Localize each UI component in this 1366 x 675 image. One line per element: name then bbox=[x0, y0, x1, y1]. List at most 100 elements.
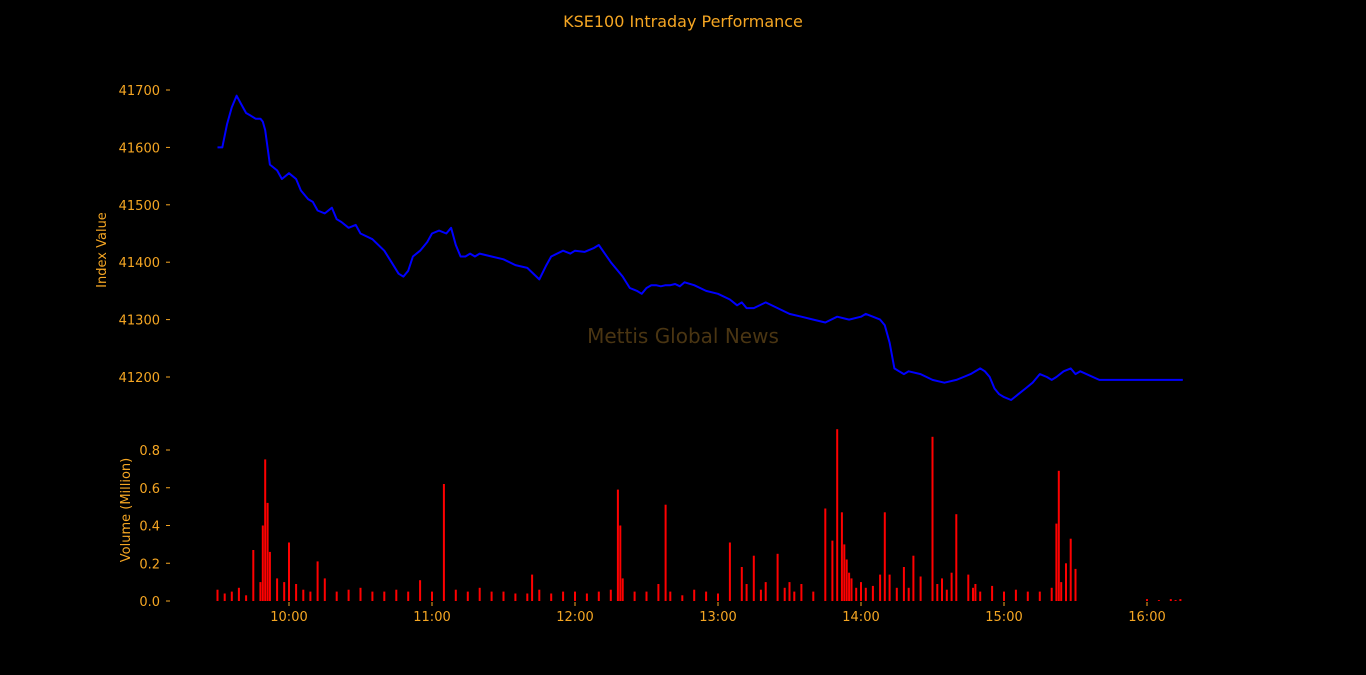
volume-bar bbox=[216, 589, 219, 601]
volume-y-tick-label: 0.2 bbox=[139, 557, 160, 572]
volume-bar bbox=[824, 508, 827, 601]
volume-bar bbox=[1157, 600, 1160, 601]
volume-bar bbox=[302, 589, 305, 601]
volume-bar bbox=[843, 544, 846, 601]
volume-bar bbox=[1055, 523, 1058, 601]
volume-bar bbox=[705, 591, 708, 601]
volume-bar bbox=[1146, 599, 1148, 601]
price-y-tick-label: 41400 bbox=[119, 256, 160, 271]
volume-bar bbox=[693, 589, 696, 601]
time-x-axis: 10:00 11:00 12:00 13:00 14:00 15:00 16:00 bbox=[270, 602, 1166, 625]
volume-bar bbox=[681, 595, 684, 601]
volume-bar bbox=[871, 585, 874, 601]
volume-bar bbox=[840, 512, 843, 601]
volume-bar bbox=[526, 593, 529, 601]
volume-bar bbox=[261, 525, 264, 601]
volume-bar bbox=[776, 553, 779, 601]
volume-bar bbox=[1050, 587, 1053, 601]
volume-bar bbox=[268, 551, 271, 601]
volume-bar bbox=[550, 593, 553, 601]
volume-bar bbox=[259, 582, 262, 601]
volume-bars bbox=[216, 429, 1182, 602]
x-tick-label: 14:00 bbox=[842, 610, 879, 625]
volume-bar bbox=[1038, 591, 1041, 601]
volume-bar bbox=[252, 550, 255, 601]
volume-bar bbox=[1065, 563, 1067, 602]
volume-bar bbox=[664, 504, 667, 601]
volume-bar bbox=[883, 512, 886, 601]
volume-bar bbox=[979, 591, 982, 601]
volume-bar bbox=[645, 591, 648, 601]
volume-bar bbox=[895, 587, 898, 601]
volume-bar bbox=[383, 591, 386, 601]
volume-bar bbox=[879, 574, 882, 601]
volume-bar bbox=[850, 578, 853, 601]
volume-bar bbox=[752, 555, 755, 601]
volume-bar bbox=[936, 584, 939, 601]
watermark: Mettis Global News bbox=[587, 324, 779, 348]
volume-bar bbox=[230, 591, 233, 601]
volume-bar bbox=[1174, 600, 1177, 601]
volume-bar bbox=[407, 591, 410, 601]
volume-bar bbox=[283, 582, 286, 601]
volume-bar bbox=[955, 514, 958, 601]
volume-bar bbox=[1069, 538, 1072, 601]
volume-bar bbox=[967, 574, 970, 601]
volume-bar bbox=[431, 591, 433, 601]
x-tick-label: 16:00 bbox=[1128, 610, 1165, 625]
volume-y-axis: 0.0 0.2 0.4 0.6 0.8 bbox=[139, 444, 170, 610]
volume-bar bbox=[836, 429, 839, 601]
volume-bar bbox=[657, 584, 660, 601]
volume-bar bbox=[490, 591, 493, 601]
volume-bar bbox=[609, 589, 612, 601]
volume-bar bbox=[466, 591, 469, 601]
x-tick-label: 15:00 bbox=[985, 610, 1022, 625]
volume-bar bbox=[359, 587, 362, 601]
volume-bar bbox=[1014, 589, 1017, 601]
volume-y-tick-label: 0.0 bbox=[139, 595, 160, 610]
volume-bar bbox=[972, 587, 974, 601]
volume-bar bbox=[574, 591, 576, 601]
volume-bar bbox=[276, 578, 279, 601]
volume-bar bbox=[669, 591, 672, 601]
volume-bar bbox=[800, 584, 803, 601]
volume-bar bbox=[848, 572, 851, 601]
volume-bar bbox=[309, 591, 312, 601]
volume-bar bbox=[288, 542, 290, 601]
volume-bar bbox=[793, 591, 796, 601]
volume-bar bbox=[1074, 568, 1077, 601]
volume-bar bbox=[264, 459, 267, 601]
volume-bar bbox=[902, 567, 905, 601]
volume-bar bbox=[941, 578, 943, 601]
volume-bar bbox=[745, 584, 748, 601]
volume-bar bbox=[295, 584, 298, 601]
volume-bar bbox=[616, 489, 619, 601]
volume-bar bbox=[514, 593, 517, 601]
volume-bar bbox=[860, 582, 862, 601]
volume-bar bbox=[728, 542, 731, 601]
volume-bar bbox=[371, 591, 374, 601]
volume-bar bbox=[502, 591, 505, 601]
volume-y-axis-label: Volume (Million) bbox=[119, 458, 134, 562]
volume-bar bbox=[855, 587, 858, 601]
price-y-axis-label: Index Value bbox=[95, 212, 110, 288]
volume-bar bbox=[1026, 591, 1029, 601]
x-tick-label: 12:00 bbox=[556, 610, 593, 625]
volume-bar bbox=[335, 591, 338, 601]
volume-bar bbox=[621, 578, 624, 601]
volume-bar bbox=[442, 484, 445, 601]
volume-bar bbox=[1060, 582, 1063, 601]
volume-bar bbox=[266, 502, 269, 601]
volume-bar bbox=[764, 582, 767, 601]
price-line bbox=[217, 94, 1183, 401]
volume-bar bbox=[1057, 470, 1060, 601]
chart-title: KSE100 Intraday Performance bbox=[563, 12, 803, 31]
volume-bar bbox=[478, 587, 481, 601]
volume-bar bbox=[740, 567, 743, 601]
x-tick-label: 13:00 bbox=[699, 610, 736, 625]
volume-bar bbox=[538, 589, 541, 601]
volume-bar bbox=[812, 591, 815, 601]
volume-bar bbox=[991, 585, 994, 601]
